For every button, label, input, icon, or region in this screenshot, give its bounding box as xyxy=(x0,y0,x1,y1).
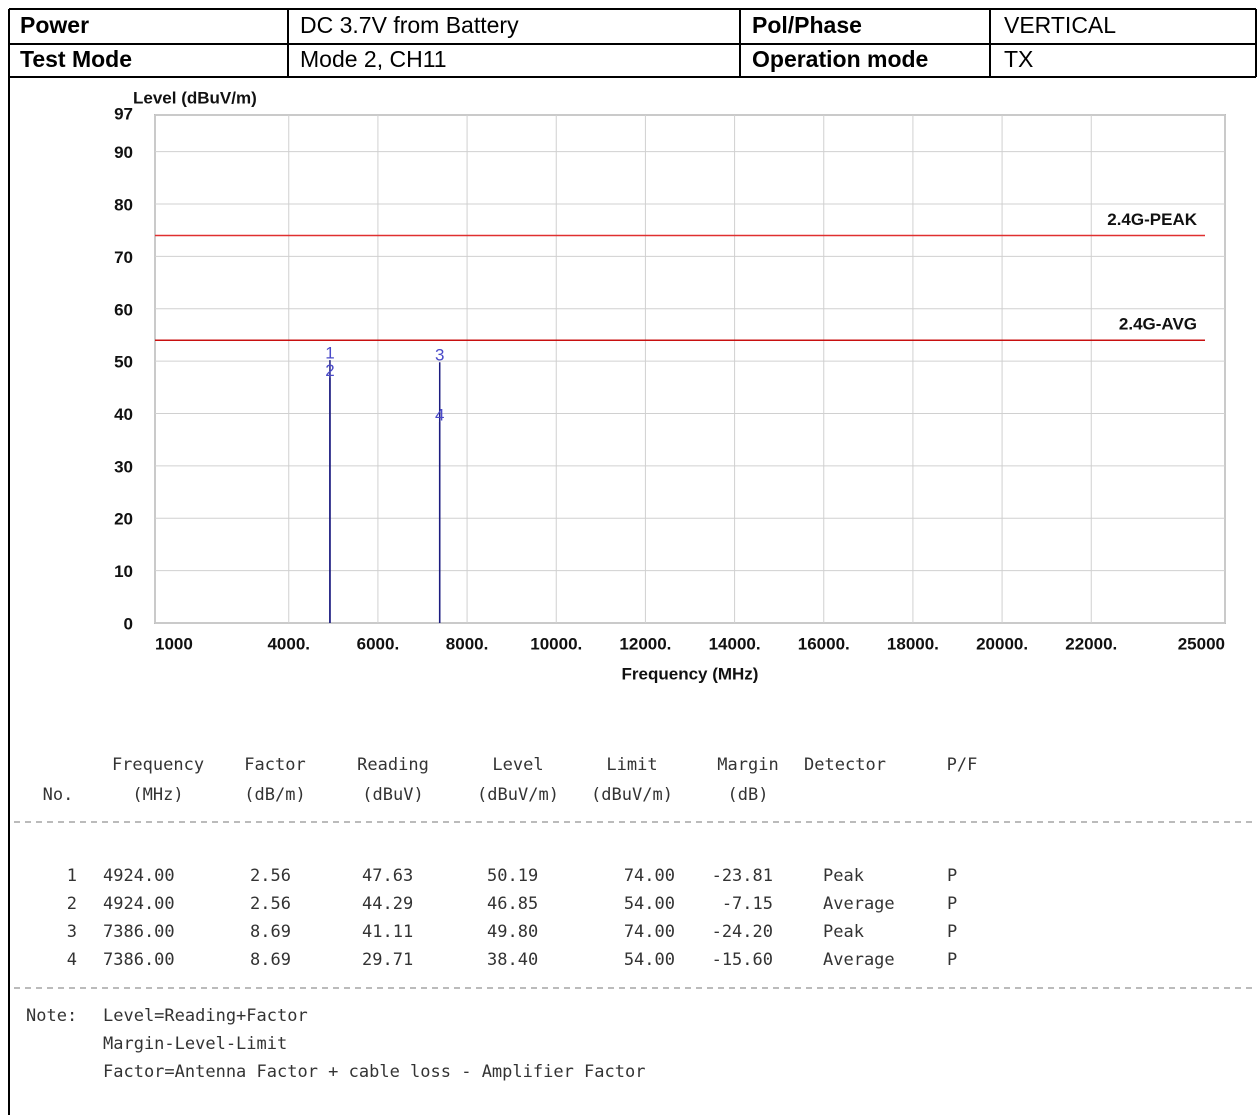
x-tick-label: 22000. xyxy=(1065,634,1117,653)
x-tick-label: 10000. xyxy=(530,634,582,653)
table-cell: -15.60 xyxy=(712,950,773,970)
x-tick-label: 25000 xyxy=(1178,634,1225,653)
note-line: Level=Reading+Factor xyxy=(103,1006,308,1026)
table-cell: 41.11 xyxy=(362,922,413,942)
column-header: Level xyxy=(492,755,543,775)
header-cell: Power xyxy=(20,12,89,38)
table-cell: 7386.00 xyxy=(103,922,175,942)
table-cell: 4924.00 xyxy=(103,866,175,886)
y-tick-label: 40 xyxy=(114,405,133,424)
column-header: Margin xyxy=(717,755,778,775)
header-cell: Pol/Phase xyxy=(752,12,862,38)
header-cell: Mode 2, CH11 xyxy=(300,46,447,72)
x-tick-label: 16000. xyxy=(798,634,850,653)
table-cell: 49.80 xyxy=(487,922,538,942)
table-cell: 74.00 xyxy=(624,922,675,942)
table-cell: P xyxy=(947,922,957,942)
y-tick-label: 80 xyxy=(114,196,133,215)
marker-label: 4 xyxy=(435,405,444,424)
table-cell: -24.20 xyxy=(712,922,773,942)
y-tick-label: 20 xyxy=(114,510,133,529)
table-cell: 2.56 xyxy=(250,866,291,886)
marker-label: 3 xyxy=(435,346,444,365)
note-line: Factor=Antenna Factor + cable loss - Amp… xyxy=(103,1062,645,1082)
marker-label: 1 xyxy=(325,344,334,363)
column-header: Limit xyxy=(606,755,657,775)
table-cell: 4 xyxy=(67,950,77,970)
table-cell: 54.00 xyxy=(624,894,675,914)
column-header: (dBuV/m) xyxy=(477,785,559,805)
column-header: (dB/m) xyxy=(244,785,305,805)
header-cell: DC 3.7V from Battery xyxy=(300,12,519,38)
column-header: Factor xyxy=(244,755,305,775)
x-tick-label: 18000. xyxy=(887,634,939,653)
table-cell: 29.71 xyxy=(362,950,413,970)
table-cell: Average xyxy=(823,894,895,914)
table-cell: P xyxy=(947,866,957,886)
x-axis-label: Frequency (MHz) xyxy=(622,664,759,683)
note-line: Margin-Level-Limit xyxy=(103,1034,287,1054)
x-tick-label: 12000. xyxy=(619,634,671,653)
table-cell: -23.81 xyxy=(712,866,773,886)
x-tick-label: 20000. xyxy=(976,634,1028,653)
table-cell: 50.19 xyxy=(487,866,538,886)
table-cell: 47.63 xyxy=(362,866,413,886)
y-tick-label: 0 xyxy=(124,614,133,633)
table-cell: 2.56 xyxy=(250,894,291,914)
table-cell: 54.00 xyxy=(624,950,675,970)
table-cell: 4924.00 xyxy=(103,894,175,914)
header-cell: TX xyxy=(1004,46,1033,72)
x-tick-label: 14000. xyxy=(709,634,761,653)
header-cell: VERTICAL xyxy=(1004,12,1116,38)
column-header: (dB) xyxy=(728,785,769,805)
table-cell: 3 xyxy=(67,922,77,942)
column-header: (dBuV) xyxy=(362,785,423,805)
table-cell: 2 xyxy=(67,894,77,914)
header-cell: Test Mode xyxy=(20,46,132,72)
header-cell: Operation mode xyxy=(752,46,928,72)
plot-area xyxy=(154,114,1226,624)
column-header: Reading xyxy=(357,755,429,775)
table-cell: P xyxy=(947,894,957,914)
table-cell: Average xyxy=(823,950,895,970)
column-header: Detector xyxy=(804,755,886,775)
table-cell: 38.40 xyxy=(487,950,538,970)
x-tick-label: 1000 xyxy=(155,634,193,653)
x-tick-label: 8000. xyxy=(446,634,489,653)
table-cell: P xyxy=(947,950,957,970)
table-cell: 8.69 xyxy=(250,950,291,970)
y-tick-label: 97 xyxy=(114,104,133,123)
y-tick-label: 60 xyxy=(114,300,133,319)
column-header: (MHz) xyxy=(132,785,183,805)
y-axis-label: Level (dBuV/m) xyxy=(133,88,257,107)
y-tick-label: 10 xyxy=(114,562,133,581)
table-cell: 1 xyxy=(67,866,77,886)
y-tick-label: 50 xyxy=(114,353,133,372)
table-cell: 7386.00 xyxy=(103,950,175,970)
table-cell: 8.69 xyxy=(250,922,291,942)
column-header: Frequency xyxy=(112,755,204,775)
table-cell: 44.29 xyxy=(362,894,413,914)
table-cell: Peak xyxy=(823,866,864,886)
x-tick-label: 4000. xyxy=(267,634,310,653)
column-header: No. xyxy=(43,785,74,805)
x-tick-label: 6000. xyxy=(357,634,400,653)
limit-label: 2.4G-PEAK xyxy=(1107,210,1197,229)
table-cell: 46.85 xyxy=(487,894,538,914)
note-label: Note: xyxy=(26,1006,77,1026)
y-tick-label: 70 xyxy=(114,248,133,267)
table-cell: 74.00 xyxy=(624,866,675,886)
limit-label: 2.4G-AVG xyxy=(1119,315,1197,334)
column-header: (dBuV/m) xyxy=(591,785,673,805)
y-tick-label: 90 xyxy=(114,143,133,162)
column-header: P/F xyxy=(947,755,978,775)
table-cell: Peak xyxy=(823,922,864,942)
marker-label: 2 xyxy=(325,361,334,380)
y-tick-label: 30 xyxy=(114,457,133,476)
table-cell: -7.15 xyxy=(722,894,773,914)
